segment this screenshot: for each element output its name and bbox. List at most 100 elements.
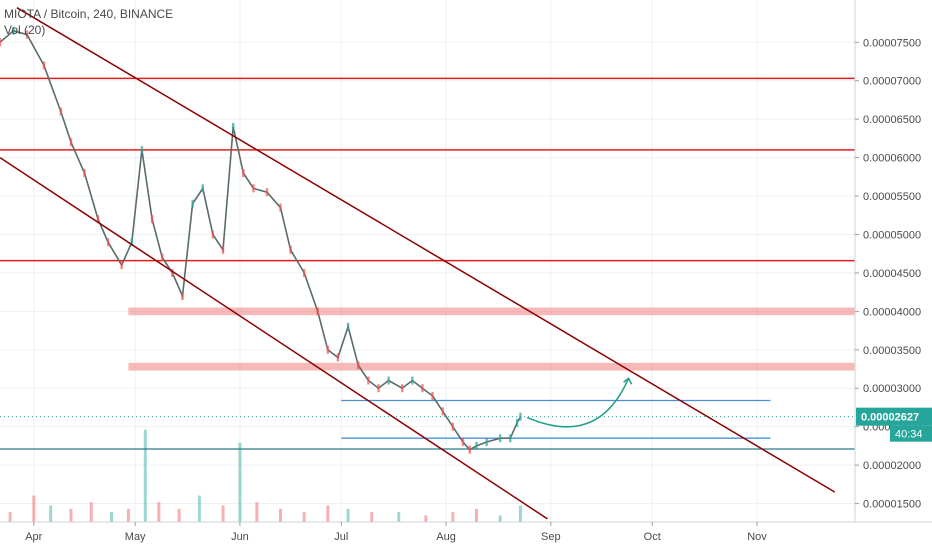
volume-bar <box>451 512 455 522</box>
price-candle <box>130 238 133 247</box>
volume-bar <box>326 505 330 522</box>
volume-bar <box>475 508 479 522</box>
volume-bar <box>143 429 147 522</box>
y-tick-label: 0.00005000 <box>863 229 921 241</box>
volume-bar <box>221 505 225 522</box>
price-candle <box>302 268 306 277</box>
price-candle <box>357 361 360 370</box>
volume-bar <box>424 515 428 522</box>
channel-lower-line <box>0 156 548 520</box>
price-candle <box>25 30 29 39</box>
volume-bar <box>346 508 350 522</box>
price-candle <box>519 412 522 421</box>
x-tick-label: Aug <box>436 531 456 543</box>
price-candle <box>265 188 269 197</box>
volume-bar <box>110 512 114 522</box>
volume-bar <box>49 505 53 522</box>
price-candle <box>83 168 86 177</box>
zone-rect <box>128 307 856 316</box>
price-candle <box>346 322 350 331</box>
price-candle <box>96 215 100 224</box>
y-tick-label: 0.00002000 <box>863 460 921 472</box>
volume-bar <box>397 512 401 522</box>
price-candle <box>231 122 235 131</box>
price-candle <box>468 445 471 454</box>
price-candle <box>0 38 2 47</box>
price-candle <box>150 215 154 224</box>
price-candle <box>242 168 245 177</box>
volume-bar <box>370 512 374 522</box>
countdown-badge <box>890 425 932 442</box>
volume-bar <box>197 495 201 522</box>
volume-bar <box>238 442 242 522</box>
price-candle <box>400 384 404 393</box>
price-candle <box>59 107 63 116</box>
price-candle <box>498 434 502 443</box>
price-candle <box>421 384 424 393</box>
x-tick-label: Oct <box>644 531 661 543</box>
price-candle <box>201 184 204 193</box>
x-tick-label: Jul <box>334 531 348 543</box>
price-candle <box>211 230 215 239</box>
price-candle <box>377 384 380 393</box>
volume-bar <box>278 508 282 522</box>
x-tick-label: Jun <box>231 531 249 543</box>
arrow-curve <box>526 377 630 428</box>
price-candle <box>252 184 255 193</box>
price-candle <box>326 345 330 354</box>
y-tick-label: 0.00006000 <box>863 153 921 165</box>
price-candle <box>221 245 225 254</box>
zone-rect <box>128 362 856 371</box>
y-tick-label: 0.00003000 <box>863 383 921 395</box>
price-candle <box>106 238 110 247</box>
price-candle <box>42 61 46 70</box>
price-candle <box>279 203 282 212</box>
price-candle <box>316 307 319 316</box>
price-candle <box>181 291 184 300</box>
price-candle <box>69 138 73 147</box>
price-candle <box>191 199 194 208</box>
y-tick-label: 0.00001500 <box>863 499 921 511</box>
x-tick-label: Sep <box>541 531 561 543</box>
y-tick-label: 0.00006500 <box>863 114 921 126</box>
y-tick-label: 0.00005500 <box>863 191 921 203</box>
volume-bar <box>177 508 181 522</box>
current-price-badge <box>856 407 932 426</box>
volume-bar <box>498 515 502 522</box>
price-candle <box>387 376 390 385</box>
volume-bar <box>302 512 306 522</box>
price-candle <box>12 26 15 35</box>
channel-upper-line <box>16 7 836 493</box>
volume-bar <box>255 502 259 522</box>
volume-label: Vol (20) <box>4 23 46 37</box>
price-candle <box>485 438 488 447</box>
symbol-label: MIOTA / Bitcoin, 240, BINANCE <box>4 7 174 21</box>
x-tick-label: May <box>125 531 146 543</box>
y-tick-label: 0.00004500 <box>863 268 921 280</box>
price-candle <box>120 261 123 270</box>
price-candle <box>475 441 478 450</box>
countdown-label: 40:34 <box>895 429 923 441</box>
volume-bar <box>126 508 130 522</box>
price-candle <box>461 438 465 447</box>
y-tick-label: 0.00007000 <box>863 76 921 88</box>
price-candle <box>431 391 434 400</box>
price-candle <box>411 376 414 385</box>
price-candle <box>289 245 292 254</box>
price-candle <box>441 407 444 416</box>
volume-bar <box>8 512 12 522</box>
arrow-head <box>623 377 633 385</box>
price-candle <box>515 418 519 427</box>
price-candle <box>161 253 164 262</box>
x-tick-label: Apr <box>25 531 42 543</box>
price-candle <box>509 434 512 443</box>
price-candle <box>336 353 340 362</box>
price-series <box>0 29 522 451</box>
y-tick-label: 0.00004000 <box>863 306 921 318</box>
price-candle <box>367 376 370 385</box>
volume-bar <box>32 495 36 522</box>
x-tick-label: Nov <box>747 531 767 543</box>
price-candle <box>451 422 455 431</box>
